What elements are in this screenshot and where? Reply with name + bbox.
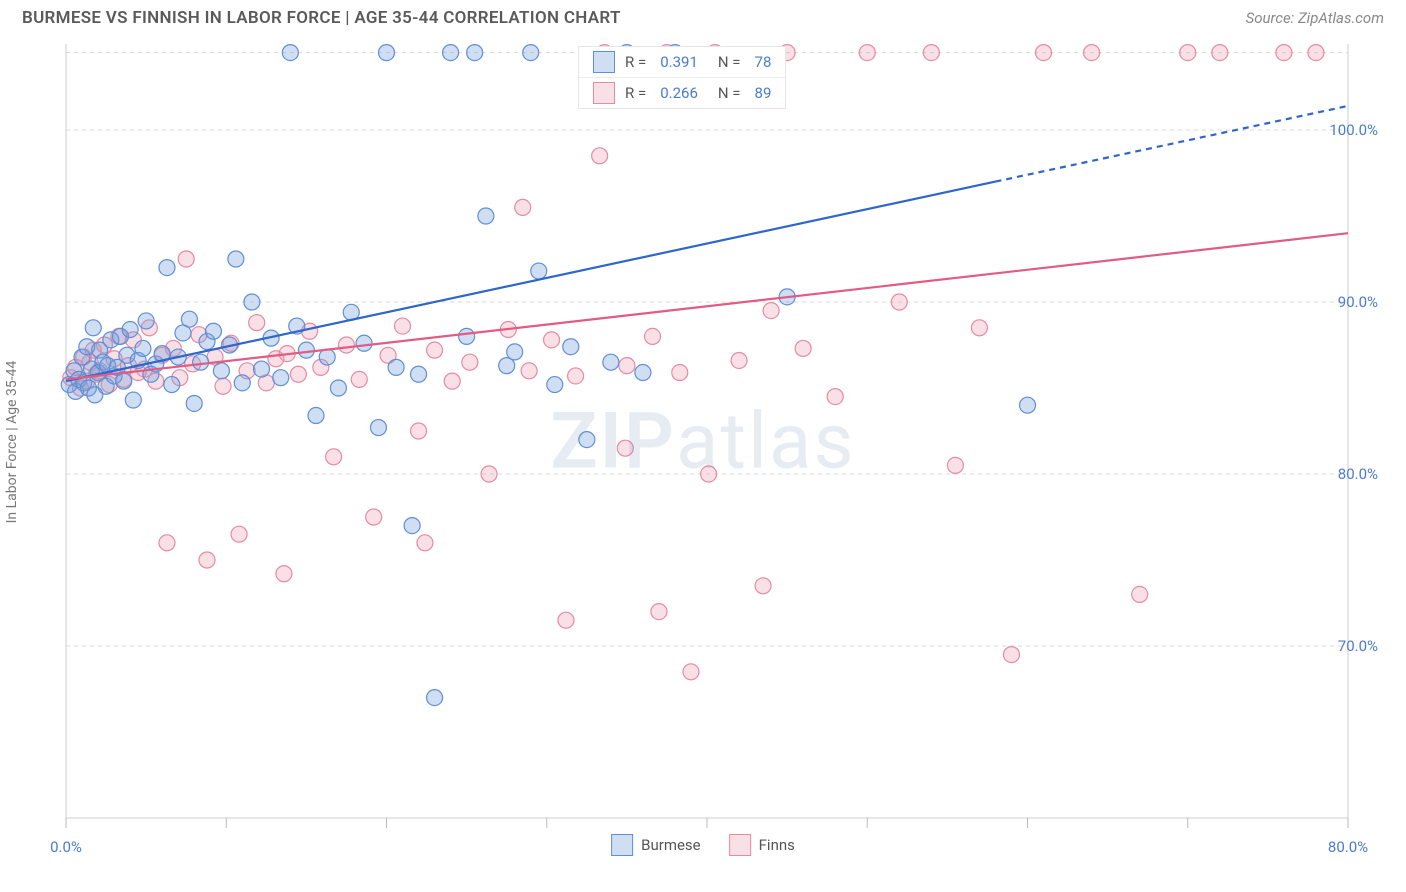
stats-row: R = 0.391 N = 78 bbox=[579, 47, 785, 78]
legend-swatch bbox=[611, 834, 633, 856]
source-label: Source: ZipAtlas.com bbox=[1246, 9, 1384, 27]
correlation-stats-box: R = 0.391 N = 78 R = 0.266 N = 89 bbox=[578, 46, 786, 109]
legend-label: Finns bbox=[759, 836, 795, 854]
legend-bottom: Burmese Finns bbox=[611, 834, 795, 856]
x-tick-label: 0.0% bbox=[50, 838, 82, 856]
legend-label: Burmese bbox=[641, 836, 701, 854]
y-tick-label: 70.0% bbox=[1338, 637, 1378, 655]
stats-r-label: R = bbox=[625, 84, 646, 102]
legend-swatch bbox=[729, 834, 751, 856]
stats-swatch bbox=[593, 51, 615, 73]
stats-r-label: R = bbox=[625, 53, 646, 71]
y-tick-label: 90.0% bbox=[1338, 293, 1378, 311]
legend-item: Burmese bbox=[611, 834, 701, 856]
y-tick-label: 80.0% bbox=[1338, 465, 1378, 483]
stats-n-value: 89 bbox=[755, 84, 772, 102]
stats-n-label: N = bbox=[718, 84, 741, 102]
stats-r-value: 0.266 bbox=[660, 84, 698, 102]
y-axis-label: In Labor Force | Age 35-44 bbox=[4, 361, 20, 524]
chart-header: BURMESE VS FINNISH IN LABOR FORCE | AGE … bbox=[0, 0, 1406, 32]
legend-item: Finns bbox=[729, 834, 795, 856]
chart-title: BURMESE VS FINNISH IN LABOR FORCE | AGE … bbox=[22, 8, 621, 28]
stats-swatch bbox=[593, 82, 615, 104]
chart-area: In Labor Force | Age 35-44 ZIPatlas R = … bbox=[18, 32, 1388, 852]
stats-r-value: 0.391 bbox=[660, 53, 698, 71]
y-tick-label: 100.0% bbox=[1329, 121, 1378, 139]
scatter-plot-svg bbox=[18, 32, 1388, 852]
stats-n-value: 78 bbox=[755, 53, 772, 71]
x-tick-label: 80.0% bbox=[1328, 838, 1368, 856]
stats-row: R = 0.266 N = 89 bbox=[579, 78, 785, 108]
stats-n-label: N = bbox=[718, 53, 741, 71]
